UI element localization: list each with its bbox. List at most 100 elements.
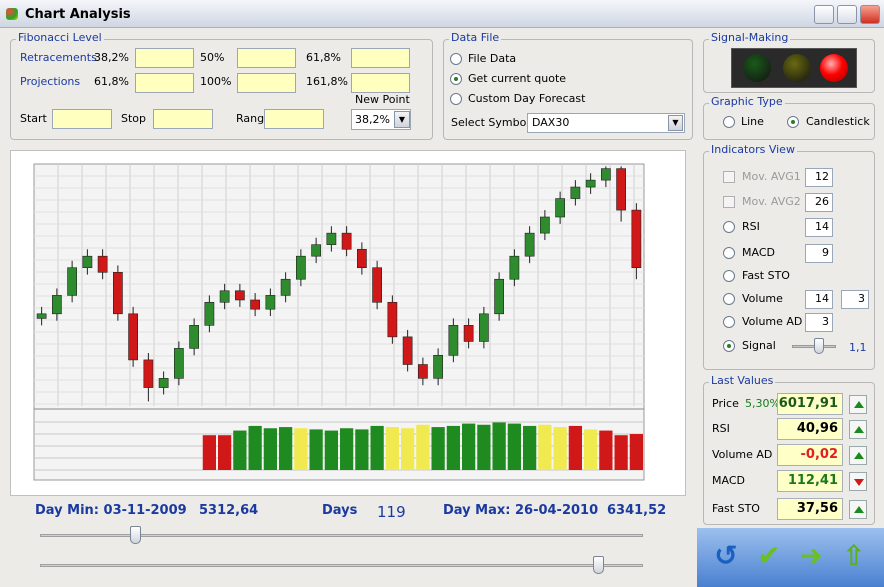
value-field: 40,96 [777,418,843,440]
radio-button[interactable] [787,116,799,128]
slider-thumb[interactable] [593,556,604,574]
dropdown-button[interactable]: ▼ [668,115,683,131]
level-field[interactable] [135,73,194,93]
indicator-field[interactable]: 14 [805,290,833,309]
candle-body [113,272,123,315]
signal-bar [263,428,277,470]
input-field[interactable] [153,109,213,129]
value-field: 37,56 [777,498,843,520]
ok-button[interactable]: ✔ [757,539,781,572]
candle-body [67,267,77,296]
radio-label: Get current quote [468,72,567,85]
minimize-button[interactable] [814,5,834,24]
slider-thumb[interactable] [130,526,141,544]
indicator-field[interactable]: 12 [805,168,833,187]
trend-button[interactable] [849,500,867,519]
candle-body [204,301,215,326]
checkbox[interactable] [723,196,735,208]
candle-body [250,299,261,310]
candle-body [387,301,398,338]
signal-bar [294,428,308,470]
level-field[interactable] [351,48,410,68]
dropdown-button[interactable]: ▼ [394,111,410,128]
indicators-group [703,151,875,370]
refresh-button[interactable]: ↺ [714,539,738,572]
day-max-label: Day Max: 26-04-2010 [443,503,599,518]
signal-bar [385,427,399,470]
indicator-field[interactable]: 3 [841,290,869,309]
checkbox[interactable] [723,171,735,183]
signal-bar [370,425,384,470]
candle-body [372,267,382,303]
signal-bar [568,425,582,470]
signal-bar [462,423,476,470]
radio-button[interactable] [723,293,735,305]
level-label: 161,8% [306,75,348,88]
signal-bar [477,424,491,470]
indicator-field[interactable]: 26 [805,193,833,212]
slider-thumb[interactable] [814,338,824,354]
input-field[interactable] [264,109,324,129]
signal-bar [599,430,613,470]
field-label: Range [236,112,271,125]
level-field[interactable] [135,48,194,68]
level-label: 38,2% [94,51,129,64]
candle-body [311,244,321,257]
signal-bar [507,423,521,470]
signal-bar [553,427,567,470]
row-label: Retracements [20,51,97,64]
radio-button[interactable] [723,340,735,352]
candle-body [128,313,139,361]
indicator-label: Volume AD [742,315,803,328]
trend-arrow [854,452,864,459]
signal-bar [538,424,552,470]
trend-button[interactable] [849,446,867,465]
candle-body [326,232,337,245]
indicator-label: MACD [742,246,775,259]
value-label: Fast STO [712,502,760,515]
radio-button[interactable] [723,116,735,128]
up-button[interactable]: ⇧ [842,539,866,572]
value-field: 6017,91 [777,393,843,415]
candle-body [616,168,626,211]
input-field[interactable] [52,109,112,129]
next-button[interactable]: ➜ [799,539,823,572]
button-bar [697,528,884,587]
trend-button[interactable] [849,472,867,491]
new-point-select[interactable]: 38,2% ▼ [351,109,411,130]
candle-body [494,278,504,315]
level-field[interactable] [237,48,296,68]
signal-bar [340,428,354,470]
indicator-field[interactable]: 9 [805,244,833,263]
signal-bar [584,429,598,470]
indicator-label: Volume [742,292,783,305]
value-label: Price [712,397,739,410]
trend-button[interactable] [849,395,867,414]
symbol-select[interactable]: DAX30 ▼ [527,113,685,133]
candle-body [539,216,550,234]
level-field[interactable] [237,73,296,93]
plot-area [33,163,645,481]
row-label: Projections [20,75,81,88]
candle-body [189,325,200,349]
fibonacci-group [10,39,433,140]
radio-button[interactable] [723,270,735,282]
radio-button[interactable] [723,247,735,259]
signal-bar [492,422,506,470]
indicator-field[interactable]: 3 [805,313,833,332]
candle-body [448,325,459,356]
radio-button[interactable] [450,53,462,65]
indicator-field[interactable]: 14 [805,218,833,237]
field-label: Start [20,112,47,125]
radio-button[interactable] [723,221,735,233]
candle-body [97,255,108,273]
level-field[interactable] [351,73,410,93]
maximize-button[interactable] [837,5,857,24]
radio-button[interactable] [450,73,462,85]
radio-button[interactable] [450,93,462,105]
radio-button[interactable] [723,316,735,328]
trend-button[interactable] [849,420,867,439]
data-file-group [443,39,693,140]
select-symbol-label: Select Symbol [451,116,530,129]
close-button[interactable] [860,5,880,24]
